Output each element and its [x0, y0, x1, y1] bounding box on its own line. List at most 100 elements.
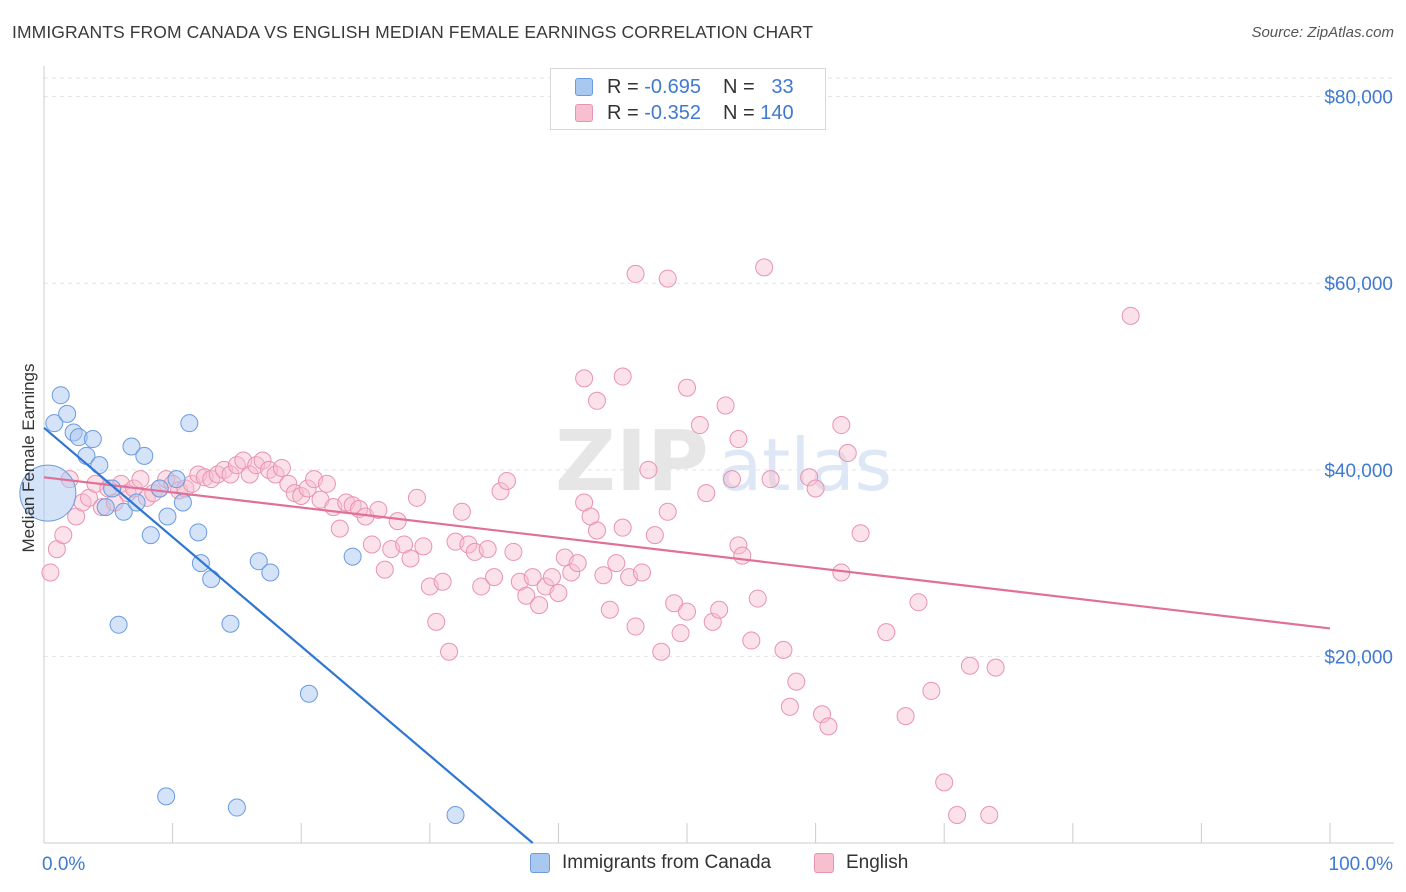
- english-points: [41, 258, 1140, 825]
- english-point: [266, 465, 285, 484]
- x-tick-label-start: 0.0%: [42, 854, 85, 875]
- english-point: [755, 258, 774, 277]
- english-point: [733, 546, 752, 565]
- canada-point: [51, 386, 70, 405]
- y-tick-label: $60,000: [1324, 274, 1393, 295]
- english-point: [240, 465, 259, 484]
- english-point: [427, 612, 446, 631]
- legend-r-label: R =: [607, 75, 639, 98]
- english-point: [780, 697, 799, 716]
- english-point: [729, 430, 748, 449]
- english-point: [362, 535, 381, 554]
- x-tick-labels: 0.0% 100.0%: [42, 854, 1393, 875]
- bottom-legend-canada: Immigrants from Canada: [530, 852, 771, 874]
- english-point: [504, 542, 523, 561]
- english-point: [632, 563, 651, 582]
- english-point: [485, 568, 504, 587]
- english-point: [761, 470, 780, 489]
- legend-swatch-english: [575, 104, 593, 122]
- bottom-legend-swatch-english: [814, 853, 834, 873]
- chart-title: IMMIGRANTS FROM CANADA VS ENGLISH MEDIAN…: [12, 22, 814, 42]
- english-point: [819, 717, 838, 736]
- canada-point: [122, 437, 141, 456]
- chart-source: Source: ZipAtlas.com: [1251, 24, 1394, 41]
- english-point: [678, 378, 696, 397]
- english-point: [401, 549, 420, 568]
- english-point: [877, 623, 896, 642]
- english-point: [131, 470, 150, 489]
- english-point: [369, 500, 388, 519]
- english-point: [330, 519, 349, 538]
- english-point: [896, 707, 915, 726]
- canada-point: [261, 563, 280, 582]
- english-point: [960, 656, 979, 675]
- english-point: [491, 482, 510, 501]
- bottom-legend-swatch-canada: [530, 853, 550, 873]
- x-tick-label-end: 100.0%: [1329, 854, 1394, 875]
- canada-point: [343, 547, 362, 566]
- english-point: [935, 773, 954, 792]
- english-point: [986, 658, 1005, 677]
- english-point: [980, 806, 999, 825]
- canada-point: [141, 526, 160, 545]
- english-point: [587, 391, 606, 410]
- trend-lines: [43, 427, 1331, 844]
- y-tick-label: $40,000: [1324, 461, 1393, 482]
- english-point: [253, 451, 272, 470]
- english-point: [478, 540, 497, 559]
- canada-point: [202, 569, 221, 588]
- canada-point: [173, 493, 192, 512]
- canada-point: [158, 507, 177, 526]
- canada-point: [103, 479, 122, 498]
- english-point: [690, 416, 709, 435]
- canada-point: [96, 498, 115, 517]
- english-point: [517, 586, 536, 605]
- legend-n-value: 140: [760, 101, 794, 124]
- bottom-legend-label-canada: Immigrants from Canada: [562, 852, 772, 873]
- legend-row-english: R = -0.352 N = 140: [575, 101, 794, 125]
- english-point: [665, 594, 684, 613]
- y-tick-label: $80,000: [1324, 88, 1393, 109]
- canada-point: [83, 430, 102, 449]
- english-point: [922, 681, 941, 700]
- english-point: [787, 672, 806, 691]
- english-point: [671, 624, 690, 643]
- english-point: [407, 488, 426, 507]
- legend-r-value: -0.695: [644, 75, 701, 98]
- english-point: [607, 554, 626, 573]
- english-point: [723, 470, 742, 489]
- canada-point: [221, 614, 240, 633]
- english-point: [202, 470, 221, 489]
- english-point: [742, 631, 761, 650]
- bottom-legend-label-english: English: [846, 852, 909, 873]
- english-point: [639, 460, 658, 479]
- canada-point: [135, 446, 154, 465]
- english-point: [948, 806, 967, 825]
- legend-r-label: R =: [607, 101, 639, 124]
- canada-point: [127, 493, 146, 512]
- watermark-zip: ZIP: [555, 412, 709, 510]
- correlation-legend: R = -0.695 N = 33 R = -0.352 N = 140: [550, 68, 826, 130]
- english-point: [317, 474, 336, 493]
- english-point: [658, 502, 677, 521]
- y-axis-label: Median Female Earnings: [19, 364, 38, 553]
- english-point: [774, 640, 793, 659]
- english-trend-line: [43, 476, 1331, 630]
- english-point: [729, 536, 748, 555]
- y-tick-labels: $20,000 $40,000 $60,000 $80,000: [1324, 88, 1393, 669]
- canada-point: [109, 615, 128, 634]
- grid-lines: [44, 77, 1394, 657]
- canada-point: [157, 787, 176, 806]
- english-point: [652, 642, 671, 661]
- canada-trend-line: [43, 427, 534, 844]
- english-point: [272, 458, 291, 477]
- english-point: [433, 572, 452, 591]
- english-point: [710, 600, 729, 619]
- english-point: [227, 456, 246, 475]
- english-point: [440, 642, 459, 661]
- english-point: [292, 486, 311, 505]
- english-point: [658, 269, 677, 288]
- english-point: [600, 600, 619, 619]
- english-point: [678, 602, 696, 621]
- english-point: [459, 535, 478, 554]
